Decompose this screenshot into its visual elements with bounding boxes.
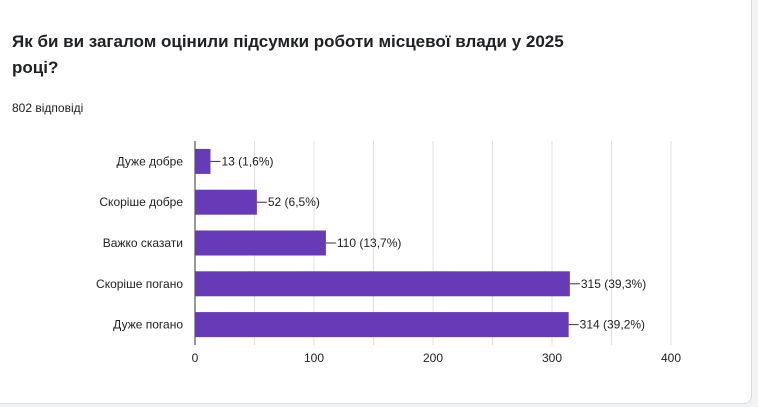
- category-label: Скоріше добре: [99, 195, 183, 209]
- bar: [195, 148, 211, 174]
- x-tick-label: 200: [423, 351, 443, 365]
- data-label: 52 (6,5%): [268, 195, 320, 209]
- bar: [195, 271, 570, 297]
- bar: [195, 230, 326, 256]
- data-label: 13 (1,6%): [221, 154, 273, 168]
- bar: [195, 312, 569, 338]
- response-count: 802 відповіді: [12, 101, 84, 115]
- x-tick-label: 300: [542, 351, 562, 365]
- category-label: Скоріше погано: [96, 277, 183, 291]
- bar: [195, 189, 257, 215]
- data-label: 314 (39,2%): [580, 318, 645, 332]
- x-tick-label: 400: [661, 351, 681, 365]
- category-label: Дуже добре: [117, 154, 184, 168]
- category-label: Важко сказати: [103, 236, 183, 250]
- data-label: 110 (13,7%): [337, 236, 401, 250]
- x-tick-label: 0: [192, 351, 199, 365]
- question-title: Як би ви загалом оцінили підсумки роботи…: [12, 32, 564, 77]
- x-tick-label: 100: [304, 351, 324, 365]
- data-label: 315 (39,3%): [581, 277, 646, 291]
- category-label: Дуже погано: [113, 318, 183, 332]
